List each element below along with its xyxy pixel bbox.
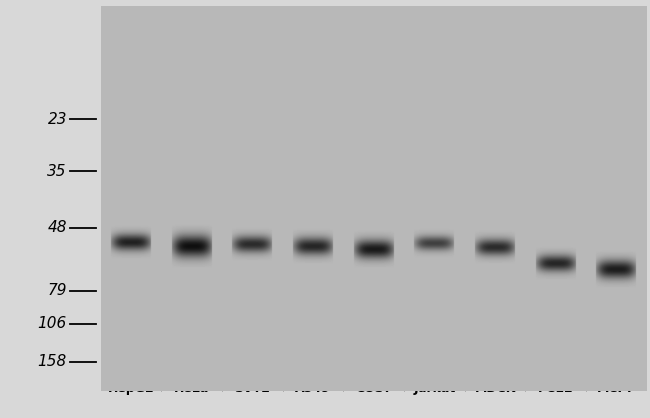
Bar <box>222 6 283 391</box>
Text: HepG2: HepG2 <box>108 382 155 395</box>
Text: COS7: COS7 <box>355 382 393 395</box>
Bar <box>101 6 161 391</box>
Text: HeLa: HeLa <box>174 382 209 395</box>
Text: 23: 23 <box>47 112 67 127</box>
Text: 158: 158 <box>38 354 67 369</box>
Bar <box>283 6 343 391</box>
Text: 35: 35 <box>47 164 67 179</box>
Bar <box>404 6 465 391</box>
Text: MDCK: MDCK <box>474 382 515 395</box>
Bar <box>343 6 404 391</box>
Text: 48: 48 <box>47 220 67 235</box>
Text: A549: A549 <box>295 382 331 395</box>
Text: MCF7: MCF7 <box>597 382 636 395</box>
Text: 79: 79 <box>47 283 67 298</box>
Bar <box>525 6 586 391</box>
Text: 106: 106 <box>38 316 67 331</box>
Bar <box>101 6 647 391</box>
Text: SVT2: SVT2 <box>235 382 270 395</box>
Bar <box>586 6 647 391</box>
Bar <box>465 6 525 391</box>
Text: PC12: PC12 <box>538 382 573 395</box>
Bar <box>161 6 222 391</box>
Text: Jurkat: Jurkat <box>413 382 456 395</box>
